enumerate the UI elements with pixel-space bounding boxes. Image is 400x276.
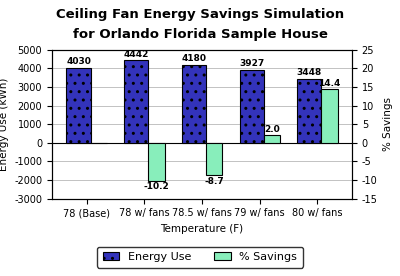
Text: 3448: 3448 <box>297 68 322 77</box>
Text: 4442: 4442 <box>124 50 149 59</box>
Legend: Energy Use, % Savings: Energy Use, % Savings <box>97 246 303 268</box>
Y-axis label: Energy Use (kWh): Energy Use (kWh) <box>0 78 8 171</box>
Text: -8.7: -8.7 <box>204 177 224 186</box>
Bar <box>206 143 222 175</box>
Bar <box>264 135 280 143</box>
Bar <box>297 79 322 143</box>
Bar <box>66 68 91 143</box>
Text: 14.4: 14.4 <box>318 79 341 88</box>
Bar <box>148 143 164 181</box>
Bar <box>124 60 148 143</box>
Bar <box>240 70 264 143</box>
Text: 2.0: 2.0 <box>264 125 280 134</box>
Bar <box>182 65 206 143</box>
Text: -10.2: -10.2 <box>144 182 169 191</box>
Text: for Orlando Florida Sample House: for Orlando Florida Sample House <box>72 28 328 41</box>
Text: Ceiling Fan Energy Savings Simulation: Ceiling Fan Energy Savings Simulation <box>56 8 344 21</box>
Text: 3927: 3927 <box>239 59 264 68</box>
Text: 4030: 4030 <box>66 57 91 66</box>
Bar <box>322 89 338 143</box>
X-axis label: Temperature (F): Temperature (F) <box>160 224 244 234</box>
Y-axis label: % Savings: % Savings <box>383 97 393 151</box>
Text: 4180: 4180 <box>182 54 206 63</box>
